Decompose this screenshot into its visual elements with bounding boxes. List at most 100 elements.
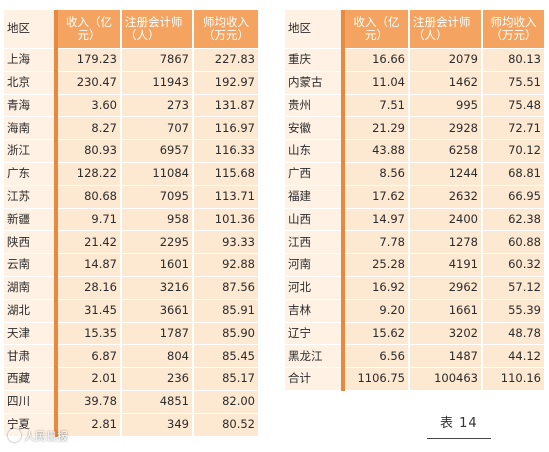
cell-per-cpa-revenue: 66.95 [481, 185, 544, 209]
cell-per-cpa-revenue: 110.16 [481, 367, 544, 391]
cell-region: 天津 [4, 322, 56, 346]
table-row: 天津 15.35 1787 85.90 [4, 322, 258, 346]
cell-per-cpa-revenue: 72.71 [481, 116, 544, 141]
cell-cpa-count: 7867 [120, 48, 193, 72]
header-region: 地区 [285, 10, 343, 49]
table-body-right: 重庆 16.66 2079 80.13 内蒙古 11.04 1462 75.51 贵州 7.51 9… [285, 48, 544, 391]
table-row: 陕西 21.42 2295 93.33 [4, 230, 258, 255]
header-revenue: 收入（亿元） [341, 10, 409, 49]
cell-per-cpa-revenue: 70.12 [481, 139, 544, 163]
cell-revenue: 39.78 [54, 390, 121, 414]
table-row: 安徽 21.29 2928 72.71 [285, 116, 544, 141]
cell-revenue: 2.81 [54, 413, 121, 437]
cell-cpa-count: 4191 [408, 253, 482, 277]
cell-cpa-count: 236 [120, 367, 193, 391]
cell-region: 重庆 [285, 48, 343, 72]
cell-cpa-count: 2928 [408, 116, 482, 141]
cell-per-cpa-revenue: 44.12 [481, 344, 544, 369]
cell-revenue: 8.56 [341, 162, 409, 186]
table-row: 江苏 80.68 7095 113.71 [4, 185, 258, 209]
cell-cpa-count: 2079 [408, 48, 482, 72]
cell-cpa-count: 349 [120, 413, 193, 437]
table-caption: 表 14 [440, 416, 478, 431]
cell-per-cpa-revenue: 87.56 [192, 276, 258, 300]
cell-region: 江苏 [4, 185, 56, 209]
table-row: 湖北 31.45 3661 85.91 [4, 299, 258, 323]
cell-revenue: 28.16 [54, 276, 121, 300]
cell-revenue: 25.28 [341, 253, 409, 277]
cell-revenue: 21.42 [54, 230, 121, 255]
cell-revenue: 43.88 [341, 139, 409, 163]
table-row: 湖南 28.16 3216 87.56 [4, 276, 258, 300]
cell-cpa-count: 3202 [408, 322, 482, 346]
cell-region: 安徽 [285, 116, 343, 141]
cell-per-cpa-revenue: 131.87 [192, 94, 258, 118]
cell-per-cpa-revenue: 60.88 [481, 230, 544, 255]
table-row: 辽宁 15.62 3202 48.78 [285, 322, 544, 346]
table-row: 西藏 2.01 236 85.17 [4, 367, 258, 391]
table-row: 上海 179.23 7867 227.83 [4, 48, 258, 72]
cell-revenue: 14.87 [54, 253, 121, 277]
cell-revenue: 6.87 [54, 344, 121, 369]
cell-cpa-count: 11084 [120, 162, 193, 186]
cell-revenue: 17.62 [341, 185, 409, 209]
cell-per-cpa-revenue: 82.00 [192, 390, 258, 414]
table-row: 福建 17.62 2632 66.95 [285, 185, 544, 209]
header-cpa-count: 注册会计师（人） [120, 10, 193, 49]
cell-revenue: 31.45 [54, 299, 121, 323]
cell-revenue: 80.93 [54, 139, 121, 163]
cell-revenue: 16.92 [341, 276, 409, 300]
cell-per-cpa-revenue: 92.88 [192, 253, 258, 277]
cell-cpa-count: 1787 [120, 322, 193, 346]
cell-revenue: 6.56 [341, 344, 409, 369]
cell-per-cpa-revenue: 68.81 [481, 162, 544, 186]
cell-per-cpa-revenue: 116.33 [192, 139, 258, 163]
cell-per-cpa-revenue: 192.97 [192, 71, 258, 95]
cell-revenue: 9.20 [341, 299, 409, 323]
table-header-row: 地区 收入（亿元） 注册会计师（人） 师均收入（万元） [4, 10, 258, 49]
cell-region: 浙江 [4, 139, 56, 163]
watermark-logo-icon [8, 429, 21, 442]
cell-cpa-count: 2295 [120, 230, 193, 255]
table-row: 山西 14.97 2400 62.38 [285, 208, 544, 232]
cell-per-cpa-revenue: 75.51 [481, 71, 544, 95]
cell-region: 四川 [4, 390, 56, 414]
cell-per-cpa-revenue: 85.45 [192, 344, 258, 369]
cell-per-cpa-revenue: 85.90 [192, 322, 258, 346]
cell-cpa-count: 3661 [120, 299, 193, 323]
cell-per-cpa-revenue: 48.78 [481, 322, 544, 346]
cell-revenue: 1106.75 [341, 367, 409, 391]
cell-cpa-count: 1278 [408, 230, 482, 255]
table-row: 内蒙古 11.04 1462 75.51 [285, 71, 544, 95]
cell-region: 湖北 [4, 299, 56, 323]
cell-region: 广东 [4, 162, 56, 186]
cell-revenue: 7.78 [341, 230, 409, 255]
cell-revenue: 7.51 [341, 94, 409, 118]
cell-revenue: 11.04 [341, 71, 409, 95]
table-row: 宁夏 2.81 349 80.52 [4, 413, 258, 437]
table-row: 北京 230.47 11943 192.97 [4, 71, 258, 95]
table-row: 四川 39.78 4851 82.00 [4, 390, 258, 414]
cell-per-cpa-revenue: 55.39 [481, 299, 544, 323]
table-row: 重庆 16.66 2079 80.13 [285, 48, 544, 72]
cell-region: 湖南 [4, 276, 56, 300]
cell-per-cpa-revenue: 115.68 [192, 162, 258, 186]
cell-cpa-count: 100463 [408, 367, 482, 391]
cell-region: 西藏 [4, 367, 56, 391]
table-header-row: 地区 收入（亿元） 注册会计师（人） 师均收入（万元） [285, 10, 544, 49]
cell-region: 福建 [285, 185, 343, 209]
cell-per-cpa-revenue: 85.17 [192, 367, 258, 391]
cell-revenue: 15.35 [54, 322, 121, 346]
cell-revenue: 16.66 [341, 48, 409, 72]
cell-cpa-count: 707 [120, 116, 193, 141]
cell-region: 山西 [285, 208, 343, 232]
cell-revenue: 2.01 [54, 367, 121, 391]
cell-per-cpa-revenue: 116.97 [192, 116, 258, 141]
cell-revenue: 128.22 [54, 162, 121, 186]
cell-cpa-count: 6957 [120, 139, 193, 163]
cell-region: 辽宁 [285, 322, 343, 346]
cell-region: 云南 [4, 253, 56, 277]
cell-cpa-count: 1601 [120, 253, 193, 277]
cell-cpa-count: 804 [120, 344, 193, 369]
cell-revenue: 3.60 [54, 94, 121, 118]
